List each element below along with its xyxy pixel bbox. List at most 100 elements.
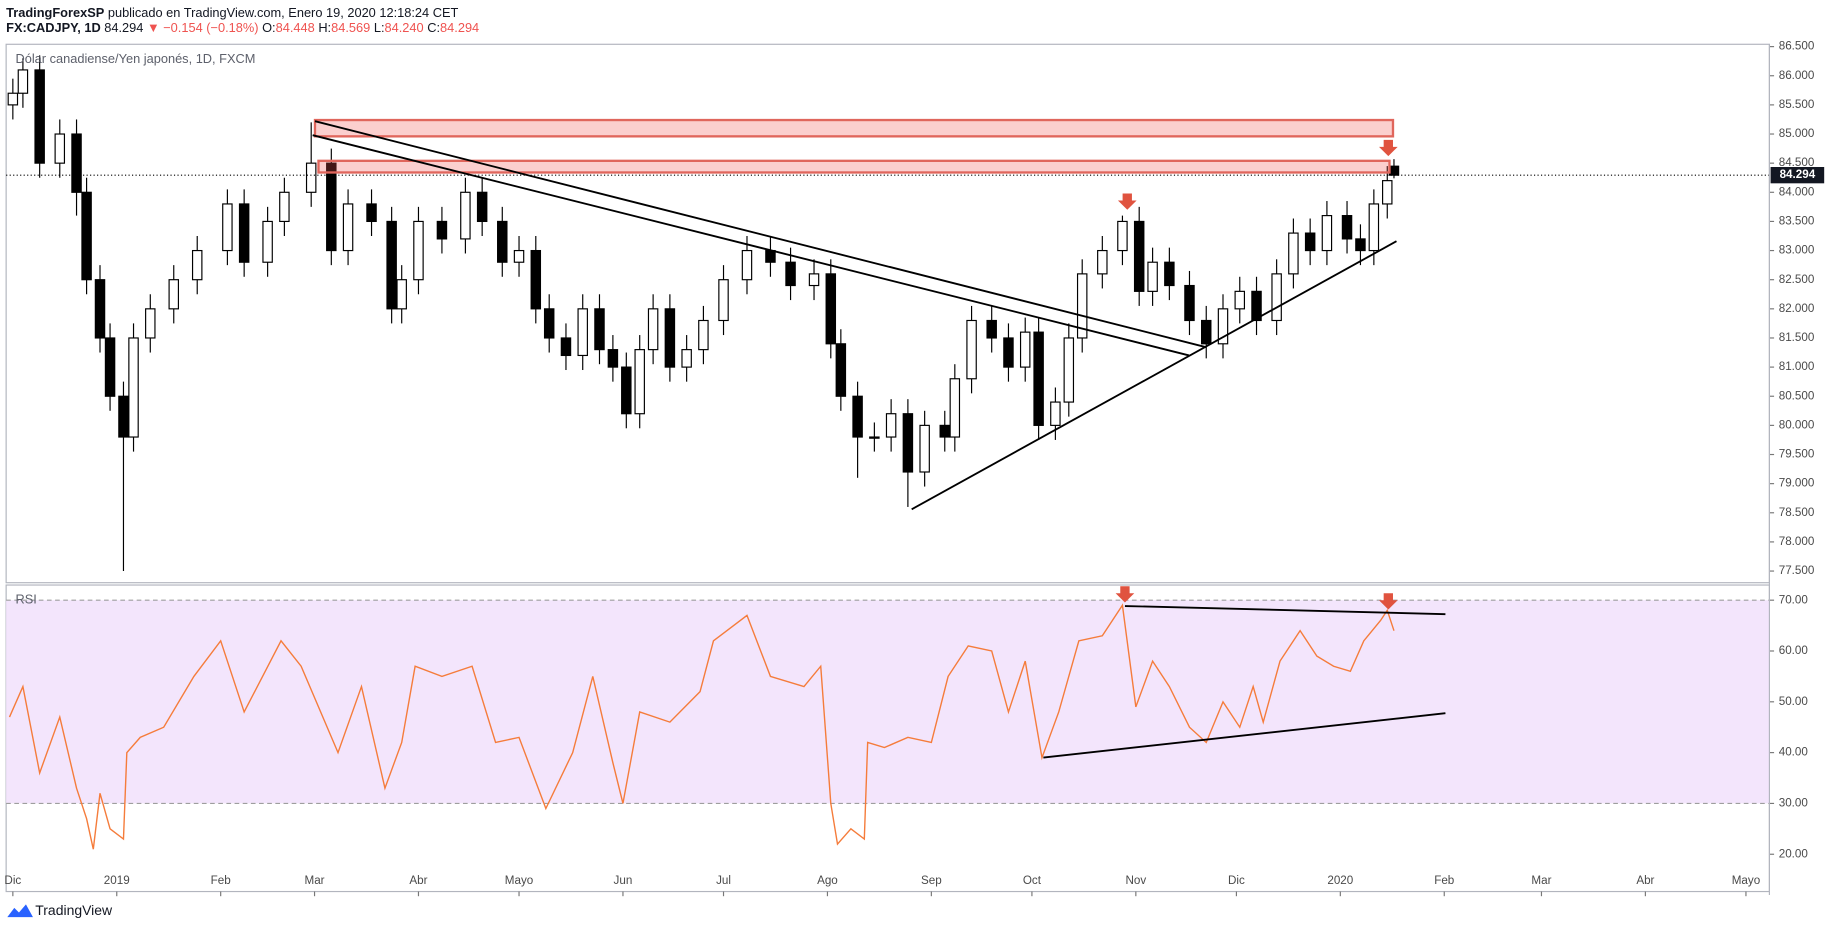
candle-body	[939, 424, 951, 438]
candle-body	[104, 337, 116, 397]
x-tick-label: Mayo	[505, 874, 533, 887]
candle-body	[413, 220, 424, 281]
symbol: FX:CADJPY, 1D	[6, 21, 101, 36]
candle-body	[118, 395, 129, 438]
x-tick-label: Feb	[211, 874, 231, 887]
trendline	[1043, 712, 1446, 759]
x-tick-label: Mar	[305, 874, 325, 887]
price-label: 84.294	[1780, 168, 1816, 181]
candle-body	[560, 337, 572, 357]
candle-body	[17, 69, 29, 94]
y-tick-label: 50.00	[1779, 695, 1809, 708]
candle-body	[1304, 232, 1316, 252]
candle-body	[1368, 203, 1380, 252]
candle-body	[476, 191, 488, 223]
resistance-zone	[317, 159, 1391, 174]
pane-title: RSI	[15, 592, 36, 607]
published: publicado en TradingView.com, Enero 19, …	[108, 5, 459, 20]
candle-body	[7, 92, 19, 106]
candle-body	[1234, 290, 1246, 310]
y-tick-label: 81.000	[1779, 360, 1815, 373]
x-tick-label: 2020	[1327, 874, 1353, 887]
o-value: 84.448	[276, 21, 315, 36]
y-tick-label: 78.500	[1779, 506, 1815, 519]
x-tick-label: Nov	[1125, 874, 1146, 887]
y-tick-label: 85.500	[1779, 98, 1815, 111]
rsi-band	[6, 600, 1770, 804]
y-tick-label: 30.00	[1779, 797, 1809, 810]
y-tick-label: 86.000	[1779, 69, 1815, 82]
candle-body	[1388, 165, 1400, 176]
c-value: 84.294	[440, 21, 479, 36]
candle-body	[1033, 331, 1044, 426]
y-tick-label: 77.500	[1779, 564, 1815, 577]
x-tick-label: Feb	[1434, 874, 1454, 887]
y-tick-label: 60.00	[1779, 644, 1809, 657]
candle-body	[168, 279, 179, 310]
price-label-box	[1770, 167, 1825, 184]
candle-body	[1321, 215, 1333, 252]
x-tick-label: Oct	[1023, 874, 1042, 887]
candle-body	[949, 378, 961, 438]
candle-body	[1147, 261, 1158, 292]
candle-body	[966, 319, 977, 380]
y-tick-label: 82.500	[1779, 273, 1815, 286]
candle-body	[1217, 308, 1229, 345]
arrow-marker	[1379, 139, 1398, 157]
candle-body	[919, 424, 930, 473]
candle-body	[869, 436, 880, 439]
trendline	[312, 134, 1190, 357]
candle-body	[1133, 220, 1145, 292]
x-tick-label: Jul	[716, 874, 731, 887]
h-label: H:	[318, 21, 331, 36]
y-tick-label: 70.00	[1779, 593, 1809, 606]
y-tick-label: 78.000	[1779, 535, 1815, 548]
candle-body	[765, 249, 776, 263]
candle-body	[1050, 401, 1061, 426]
candle-body	[835, 343, 847, 397]
footer: TradingView	[7, 902, 113, 918]
candle-body	[262, 220, 273, 263]
candle-body	[885, 413, 897, 438]
trendline	[911, 240, 1397, 511]
candle-body	[577, 308, 588, 357]
resistance-zone	[313, 118, 1395, 138]
candle-body	[594, 308, 605, 351]
brand-name: TradingView	[35, 902, 113, 918]
candle-body	[1341, 215, 1353, 240]
candle-body	[902, 413, 914, 473]
candle-body	[497, 220, 508, 263]
arrow-marker	[1379, 593, 1398, 610]
y-tick-label: 20.00	[1779, 847, 1809, 860]
brand-logo	[7, 904, 33, 918]
candle-body	[1200, 319, 1212, 345]
x-tick-label: Mayo	[1732, 874, 1760, 887]
candle-body	[81, 191, 92, 281]
o-label: O:	[262, 21, 276, 36]
x-tick-label: Abr	[1636, 874, 1654, 887]
header-line-1: TradingForexSP publicado en TradingView.…	[6, 5, 458, 20]
x-tick-label: Sep	[921, 874, 942, 887]
candle-body	[326, 162, 337, 252]
candle-body	[785, 261, 796, 287]
x-tick-label: Dic	[4, 874, 21, 887]
y-tick-label: 85.000	[1779, 127, 1815, 140]
y-tick-label: 82.000	[1779, 302, 1815, 315]
candle-body	[986, 319, 997, 339]
pane-title: Dólar canadiense/Yen japonés, 1D, FXCM	[15, 51, 255, 66]
y-tick-label: 80.000	[1779, 418, 1815, 431]
candle-body	[513, 249, 525, 263]
candle-body	[1288, 232, 1299, 275]
candle-body	[342, 203, 354, 252]
candle-body	[698, 319, 709, 351]
candle-body	[681, 349, 692, 368]
y-tick-label: 79.000	[1779, 477, 1815, 490]
trendline	[1124, 605, 1446, 616]
y-tick-label: 84.000	[1779, 185, 1815, 198]
candle-body	[279, 191, 290, 223]
candle-body	[808, 273, 820, 287]
y-tick-label: 81.500	[1779, 331, 1815, 344]
x-tick-label: Jun	[614, 874, 633, 887]
candle-body	[621, 366, 632, 415]
x-tick-label: Abr	[409, 874, 427, 887]
